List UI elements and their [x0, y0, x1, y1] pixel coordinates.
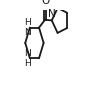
Text: N: N [25, 28, 31, 37]
Text: H: H [25, 59, 31, 68]
Text: H: H [25, 18, 31, 27]
Text: N: N [48, 9, 56, 19]
Text: N: N [25, 49, 31, 58]
Text: O: O [41, 0, 49, 6]
